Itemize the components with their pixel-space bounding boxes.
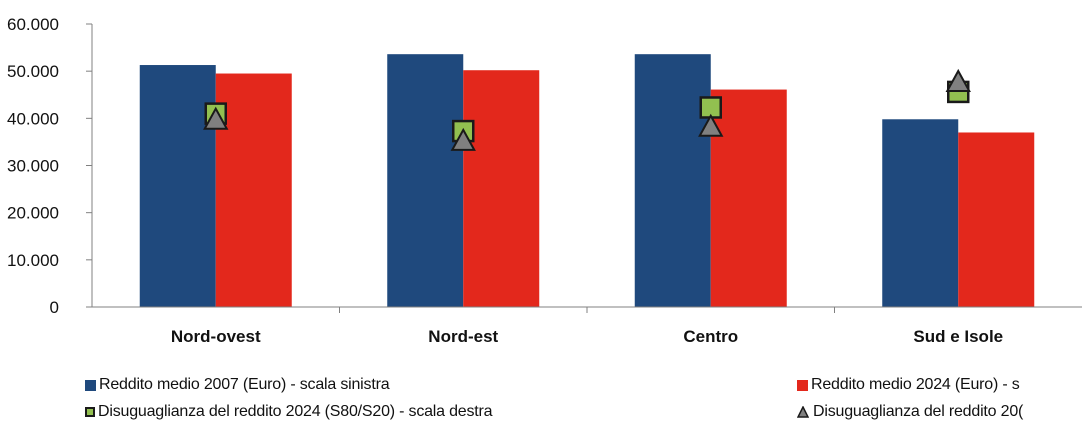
legend-label: Disuguaglianza del reddito 20(	[813, 403, 1024, 420]
x-tick-label: Nord-ovest	[171, 327, 261, 346]
markers	[203, 68, 971, 151]
legend-item-reddito-2024: Reddito medio 2024 (Euro) - s	[797, 376, 1020, 394]
y-tick-label: 60.000	[7, 15, 59, 34]
legend-swatch-blue-bar	[85, 379, 96, 391]
marker-triangle-2007	[945, 68, 971, 92]
bars	[139, 54, 1035, 308]
legend-label: Reddito medio 2024 (Euro) - s	[811, 376, 1020, 393]
legend-item-disuguaglianza-2007: Disuguaglianza del reddito 20(	[797, 403, 1023, 421]
bar-2007	[634, 54, 711, 307]
marker-triangle-2007	[450, 127, 476, 151]
bar-2024	[958, 132, 1035, 307]
square-marker-icon	[85, 407, 95, 417]
x-axis: Nord-ovest Nord-est Centro Sud e Isole	[92, 306, 1082, 346]
marker-triangle-2007	[698, 113, 724, 137]
triangle-marker-icon	[797, 406, 809, 418]
x-tick-label: Centro	[683, 327, 738, 346]
y-axis: 60.000 50.000 40.000 30.000 20.000 10.000 0	[7, 15, 93, 317]
bar-2007	[387, 54, 464, 307]
y-tick-label: 20.000	[7, 204, 59, 223]
bar-2007	[882, 119, 959, 307]
y-tick-label: 40.000	[7, 109, 59, 128]
legend-item-reddito-2007: Reddito medio 2007 (Euro) - scala sinist…	[85, 376, 390, 394]
bar-2024	[215, 73, 292, 308]
bar-2007	[139, 65, 216, 307]
bar-2024	[463, 70, 540, 308]
bar-2024	[710, 89, 787, 307]
legend-swatch-red-bar	[797, 379, 808, 391]
legend-label: Reddito medio 2007 (Euro) - scala sinist…	[99, 376, 390, 393]
y-tick-label: 0	[50, 298, 59, 317]
y-tick-label: 10.000	[7, 251, 59, 270]
y-tick-label: 30.000	[7, 157, 59, 176]
y-tick-label: 50.000	[7, 62, 59, 81]
x-tick-label: Nord-est	[428, 327, 498, 346]
x-tick-label: Sud e Isole	[913, 327, 1003, 346]
legend-label: Disuguaglianza del reddito 2024 (S80/S20…	[98, 403, 493, 420]
marker-triangle-2007	[203, 106, 229, 130]
legend-item-disuguaglianza-2024: Disuguaglianza del reddito 2024 (S80/S20…	[85, 403, 493, 421]
